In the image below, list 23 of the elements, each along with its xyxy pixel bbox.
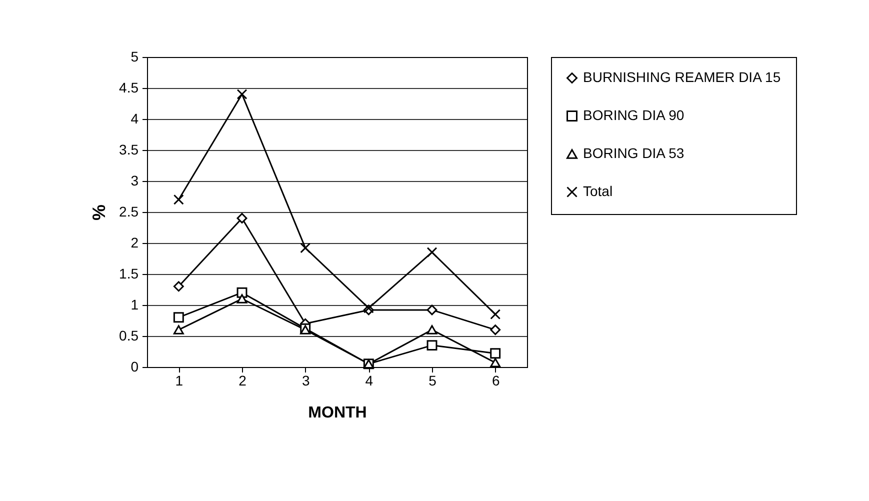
x-tick-label: 5 [428,372,437,388]
x-tick-label: 3 [302,372,310,388]
y-tick-label: 4 [130,110,139,126]
legend-label: BORING DIA 53 [583,145,684,161]
y-tick-label: 3.5 [119,142,139,158]
y-tick-label: 2.5 [119,204,139,220]
y-axis-title: % [89,204,110,221]
y-tick-label: 4.5 [119,80,139,96]
x-tick-label: 2 [238,372,247,388]
y-tick-label: 1 [130,296,139,312]
y-tick-label: 2 [130,234,139,250]
x-tick-label: 4 [365,372,374,388]
y-tick-label: 0.5 [119,328,139,344]
y-tick-label: 0 [130,358,139,374]
y-tick-label: 1.5 [119,266,139,282]
y-tick-label: 3 [130,172,139,188]
x-tick-label: 6 [492,372,500,388]
legend-label: BURNISHING REAMER DIA 15 [583,69,781,85]
legend-label: Total [583,183,613,199]
y-tick-label: 5 [130,48,139,64]
x-tick-label: 1 [175,372,184,388]
x-axis-title: MONTH [308,404,367,422]
legend-label: BORING DIA 90 [583,107,684,123]
